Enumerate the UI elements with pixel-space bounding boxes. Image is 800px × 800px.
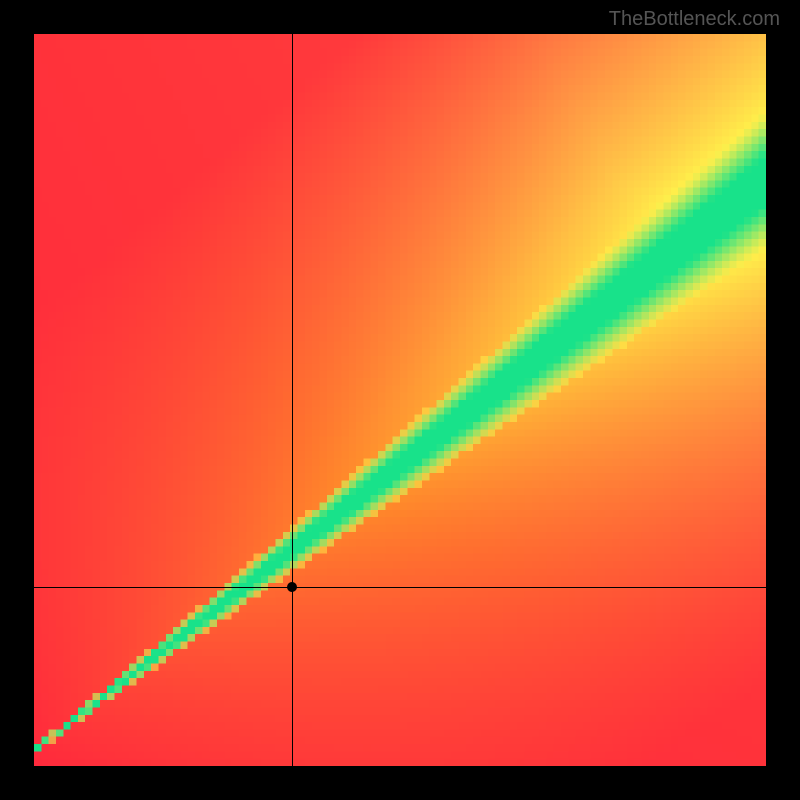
crosshair-horizontal (34, 587, 766, 588)
heatmap-canvas (34, 34, 766, 766)
watermark-text: TheBottleneck.com (609, 8, 780, 31)
heatmap-plot (34, 34, 766, 766)
crosshair-vertical (292, 34, 293, 766)
selected-point-marker (287, 582, 297, 592)
